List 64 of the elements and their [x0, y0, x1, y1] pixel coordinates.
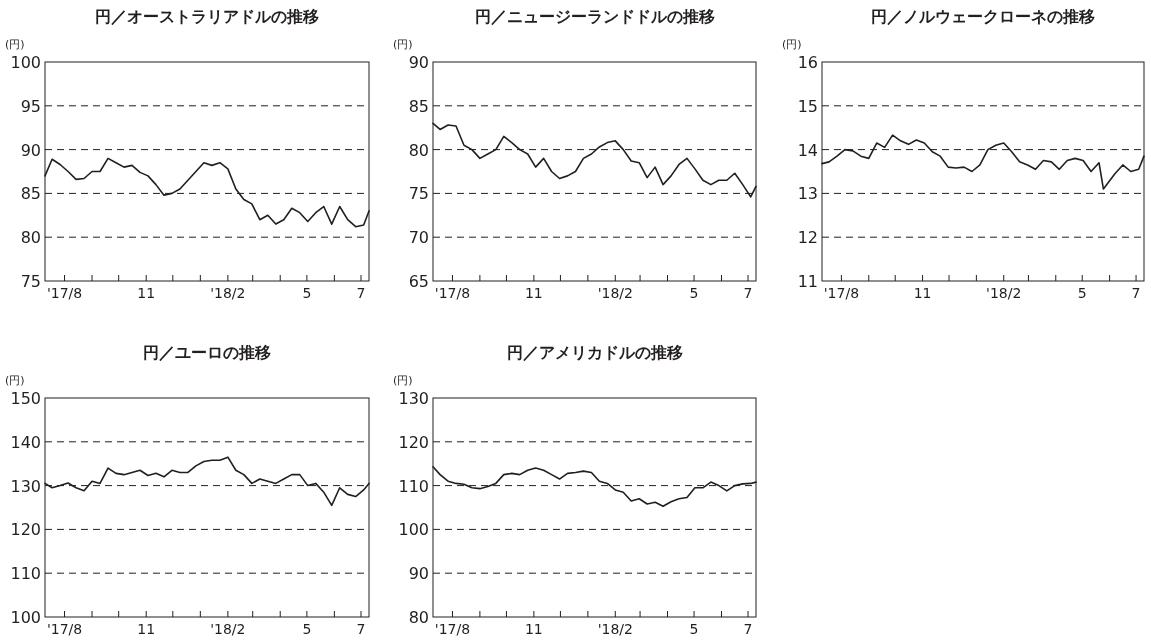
y-tick-label: 16	[797, 53, 818, 72]
x-tick-label: 5	[302, 285, 312, 301]
y-tick-label: 80	[20, 228, 41, 248]
x-tick-label: 5	[689, 621, 699, 637]
x-tick-label: '17/8	[823, 285, 860, 301]
y-tick-label: 85	[20, 184, 41, 204]
y-tick-label: 110	[10, 564, 41, 584]
y-tick-label: 110	[398, 476, 429, 496]
y-tick-label: 100	[10, 53, 41, 72]
y-tick-label: 80	[408, 608, 429, 627]
y-tick-label: 150	[10, 389, 41, 408]
x-tick-label: 7	[1131, 285, 1141, 301]
chart-title: 円／オーストラリアドルの推移	[95, 7, 319, 26]
y-axis-title: (円)	[393, 38, 413, 51]
y-tick-label: 90	[408, 564, 429, 584]
x-tick-label: 11	[524, 285, 543, 301]
y-tick-label: 100	[10, 608, 41, 627]
x-tick-label: '18/2	[597, 621, 633, 637]
x-tick-label: '18/2	[210, 621, 246, 637]
x-tick-label: 7	[743, 621, 753, 637]
y-tick-label: 95	[20, 96, 41, 116]
x-tick-label: '17/8	[46, 621, 83, 637]
x-tick-label: '17/8	[46, 285, 83, 301]
y-tick-label: 65	[408, 272, 429, 291]
x-tick-label: 5	[302, 621, 312, 637]
x-tick-label: 11	[137, 285, 156, 301]
y-tick-label: 12	[797, 228, 818, 248]
y-tick-label: 15	[797, 96, 818, 116]
chart-title: 円／ノルウェークローネの推移	[871, 7, 1095, 26]
y-axis-title: (円)	[5, 38, 25, 51]
y-axis-title: (円)	[393, 374, 413, 387]
chart-title: 円／ユーロの推移	[143, 343, 271, 362]
y-tick-label: 75	[20, 272, 41, 291]
y-tick-label: 130	[10, 476, 41, 496]
x-tick-label: 11	[137, 621, 156, 637]
y-axis-title: (円)	[5, 374, 25, 387]
x-tick-label: 7	[356, 285, 366, 301]
y-tick-label: 75	[408, 184, 429, 204]
y-axis-title: (円)	[782, 38, 802, 51]
y-tick-label: 140	[10, 432, 41, 452]
y-tick-label: 90	[408, 53, 429, 72]
chart-title: 円／アメリカドルの推移	[506, 343, 683, 362]
y-tick-label: 90	[20, 140, 41, 160]
x-tick-label: '17/8	[434, 285, 471, 301]
y-tick-label: 13	[797, 184, 818, 204]
x-tick-label: 7	[743, 285, 753, 301]
y-tick-label: 80	[408, 140, 429, 160]
x-tick-label: '17/8	[434, 621, 471, 637]
x-tick-label: 11	[913, 285, 932, 301]
chart-title: 円／ニュージーランドドルの推移	[474, 7, 715, 26]
x-tick-label: '18/2	[986, 285, 1022, 301]
x-tick-label: 5	[689, 285, 699, 301]
y-tick-label: 120	[10, 520, 41, 540]
y-tick-label: 85	[408, 96, 429, 116]
x-tick-label: '18/2	[210, 285, 246, 301]
x-tick-label: 7	[356, 621, 366, 637]
y-tick-label: 100	[398, 520, 429, 540]
x-tick-label: '18/2	[597, 285, 633, 301]
y-tick-label: 14	[797, 140, 818, 160]
y-tick-label: 120	[398, 432, 429, 452]
y-tick-label: 130	[398, 389, 429, 408]
x-tick-label: 5	[1077, 285, 1087, 301]
y-tick-label: 70	[408, 228, 429, 248]
x-tick-label: 11	[524, 621, 543, 637]
